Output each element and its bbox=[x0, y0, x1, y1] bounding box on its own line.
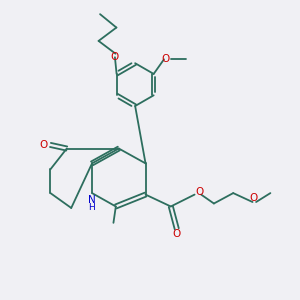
Text: H: H bbox=[88, 202, 95, 211]
Text: O: O bbox=[172, 229, 181, 239]
Text: O: O bbox=[111, 52, 119, 62]
Text: O: O bbox=[161, 54, 169, 64]
Text: N: N bbox=[88, 195, 95, 205]
Text: O: O bbox=[40, 140, 48, 150]
Text: O: O bbox=[196, 187, 204, 197]
Text: O: O bbox=[249, 194, 257, 203]
